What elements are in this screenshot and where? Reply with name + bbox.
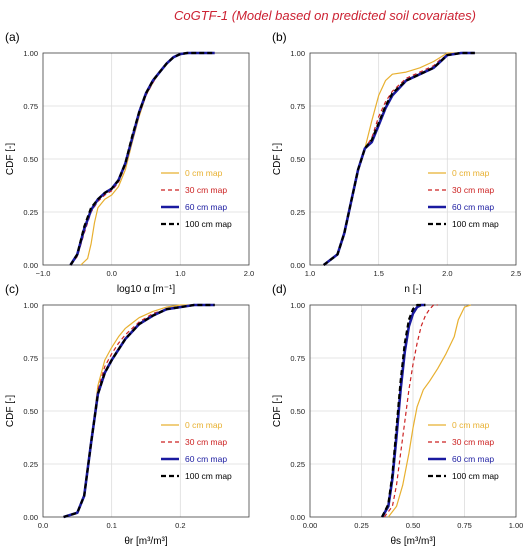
x-tick-label: −1.0 [36,269,51,278]
y-tick-label: 1.00 [290,49,305,58]
legend-label: 60 cm map [452,202,494,212]
legend-label: 60 cm map [185,202,227,212]
y-tick-label: 0.25 [23,460,38,469]
x-tick-label: 0.0 [106,269,116,278]
y-axis-label: CDF [-] [272,143,283,175]
legend-label: 100 cm map [185,219,232,229]
series-line-100-cm-map [63,303,215,519]
y-tick-label: 0.00 [23,513,38,522]
x-axis-label: θr [m³/m³] [124,536,168,547]
series-line-100-cm-map [69,51,215,266]
x-tick-label: 0.25 [354,521,369,530]
y-tick-label: 0.50 [290,407,305,416]
figure-title: CoGTF-1 (Model based on predicted soil c… [174,8,476,23]
y-tick-label: 0.00 [23,261,38,270]
y-tick-label: 0.50 [23,407,38,416]
y-axis-label: CDF [-] [5,143,16,175]
x-tick-label: 0.75 [457,521,472,530]
plot-frame [309,52,517,266]
y-tick-label: 0.25 [290,208,305,217]
legend-label: 100 cm map [452,471,499,481]
plot-frame [309,304,517,518]
x-tick-label: 1.0 [305,269,315,278]
x-tick-label: 0.1 [106,521,116,530]
y-tick-label: 0.00 [290,261,305,270]
y-axis-label: CDF [-] [272,395,283,427]
plot-frame [42,304,250,518]
legend-label: 30 cm map [452,185,494,195]
y-tick-label: 0.50 [23,155,38,164]
x-tick-label: 2.0 [244,269,254,278]
y-tick-label: 1.00 [290,301,305,310]
x-axis-label: log10 α [m⁻¹] [117,284,176,295]
y-tick-label: 0.00 [290,513,305,522]
legend-label: 30 cm map [452,437,494,447]
y-tick-label: 1.00 [23,301,38,310]
legend-label: 30 cm map [185,437,227,447]
panel-label: (b) [272,30,287,44]
plot-frame [42,52,250,266]
y-tick-label: 0.75 [290,354,305,363]
series-line-30-cm-map [383,304,438,518]
y-axis-label: CDF [-] [5,395,16,427]
y-tick-label: 0.25 [23,208,38,217]
series-line-100-cm-map [323,51,475,266]
legend-label: 60 cm map [452,454,494,464]
panel-c: 0.00 0.25 0.50 0.75 1.00 0.0 0.1 0.2 (c) θr [m³/m… [5,282,250,547]
series-line-60-cm-map [380,303,426,518]
legend-label: 100 cm map [185,471,232,481]
x-tick-label: 1.00 [509,521,524,530]
legend-label: 60 cm map [185,454,227,464]
x-axis-label: n [-] [404,284,421,295]
y-tick-label: 0.75 [23,354,38,363]
x-tick-label: 0.50 [406,521,421,530]
x-axis-label: θs [m³/m³] [391,536,436,547]
panel-label: (c) [5,282,19,296]
x-tick-label: 0.00 [303,521,318,530]
series-line-30-cm-map [323,52,475,266]
legend-label: 0 cm map [185,420,223,430]
y-tick-label: 0.75 [290,102,305,111]
y-tick-label: 1.00 [23,49,38,58]
legend-label: 0 cm map [185,168,223,178]
legend-label: 0 cm map [452,420,490,430]
y-tick-label: 0.25 [290,460,305,469]
x-tick-label: 2.5 [511,269,521,278]
x-tick-label: 0.0 [38,521,48,530]
panel-d: 0.00 0.25 0.50 0.75 1.00 0.00 0.25 0.50 0.75 1.00… [272,282,523,547]
y-tick-label: 0.75 [23,102,38,111]
x-tick-label: 0.2 [175,521,185,530]
y-tick-label: 0.50 [290,155,305,164]
panel-label: (a) [5,30,20,44]
x-tick-label: 1.0 [175,269,185,278]
legend-label: 100 cm map [452,219,499,229]
panel-label: (d) [272,282,287,296]
series-line-0-cm-map [387,304,471,518]
x-tick-label: 1.5 [373,269,383,278]
panel-a: 0.00 0.25 0.50 0.75 1.00 −1.0 0.0 1.0 2.0 (a) log1… [5,30,254,295]
legend-label: 30 cm map [185,185,227,195]
series-line-100-cm-map [381,303,426,518]
legend-label: 0 cm map [452,168,490,178]
panel-b: 0.00 0.25 0.50 0.75 1.00 1.0 1.5 2.0 2.5 (b) n [-]… [272,30,521,295]
x-tick-label: 2.0 [442,269,452,278]
